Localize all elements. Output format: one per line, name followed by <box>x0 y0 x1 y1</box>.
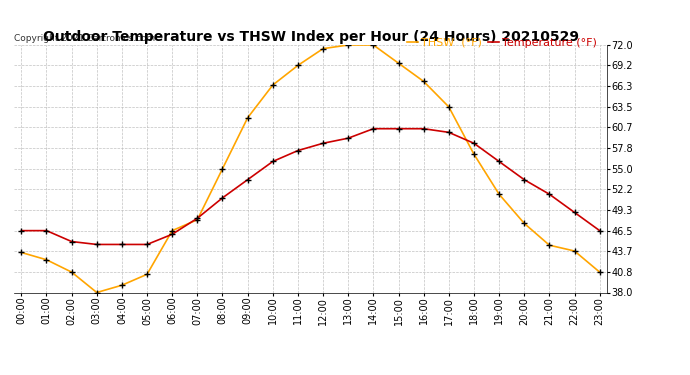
Text: Copyright 2021 Cartronics.com: Copyright 2021 Cartronics.com <box>14 33 155 42</box>
Legend: THSW  (°F), Temperature (°F): THSW (°F), Temperature (°F) <box>402 33 602 52</box>
Title: Outdoor Temperature vs THSW Index per Hour (24 Hours) 20210529: Outdoor Temperature vs THSW Index per Ho… <box>43 30 578 44</box>
